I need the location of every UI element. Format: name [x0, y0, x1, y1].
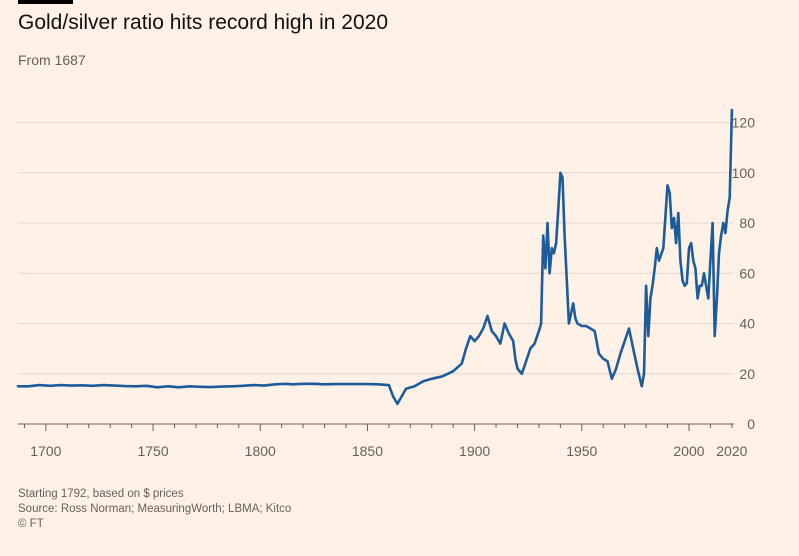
chart-footer: Starting 1792, based on $ prices Source:…: [18, 487, 291, 532]
y-tick-label: 60: [739, 265, 755, 281]
x-tick-label: 1850: [352, 443, 383, 459]
y-tick-label: 20: [739, 366, 755, 382]
x-tick-label: 1750: [137, 443, 168, 459]
footnote-basis: Starting 1792, based on $ prices: [18, 488, 184, 500]
chart-subtitle: From 1687: [18, 52, 86, 68]
y-tick-label: 0: [747, 416, 755, 432]
y-tick-label: 40: [739, 316, 755, 332]
x-tick-label: 1700: [30, 443, 61, 459]
ft-brand-bar: [18, 0, 73, 4]
y-tick-label: 120: [732, 115, 756, 131]
y-tick-label: 100: [732, 165, 756, 181]
footnote-source: Source: Ross Norman; MeasuringWorth; LBM…: [18, 503, 292, 515]
x-tick-label: 2000: [673, 443, 704, 459]
x-tick-label: 1800: [245, 443, 276, 459]
series-line: [16, 108, 734, 406]
y-tick-label: 80: [739, 215, 755, 231]
footnote-copyright: © FT: [18, 518, 44, 530]
x-tick-label: 1900: [459, 443, 490, 459]
x-tick-label: 2020: [716, 443, 747, 459]
x-tick-label: 1950: [566, 443, 597, 459]
chart-title: Gold/silver ratio hits record high in 20…: [18, 11, 389, 34]
